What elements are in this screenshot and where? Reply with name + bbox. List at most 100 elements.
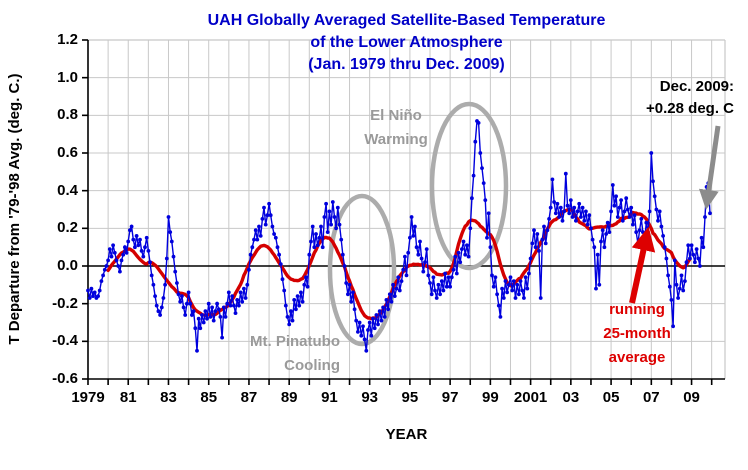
data-point-marker <box>634 230 639 235</box>
data-point-marker <box>582 218 587 223</box>
data-point-marker <box>258 234 263 238</box>
data-point-marker <box>627 215 632 219</box>
data-point-marker <box>470 196 474 201</box>
data-point-marker <box>156 309 161 314</box>
data-point-marker <box>260 217 265 221</box>
data-point-marker <box>567 211 572 216</box>
data-point-marker <box>550 177 555 182</box>
data-point-marker <box>592 245 597 250</box>
chart-title-line-1: UAH Globally Averaged Satellite-Based Te… <box>207 12 606 29</box>
data-point-marker <box>543 241 548 246</box>
data-point-marker <box>282 288 287 293</box>
data-point-marker <box>173 269 178 274</box>
data-point-marker <box>439 279 444 283</box>
data-point-marker <box>436 282 441 287</box>
data-point-marker <box>356 330 360 334</box>
data-point-marker <box>285 315 290 319</box>
data-point-marker <box>607 230 612 235</box>
data-point-marker <box>676 296 680 300</box>
data-point-marker <box>708 211 712 216</box>
data-point-marker <box>109 254 114 259</box>
data-point-marker <box>118 269 122 274</box>
data-point-marker <box>491 284 496 289</box>
data-point-marker <box>617 205 622 210</box>
data-point-marker <box>639 217 644 221</box>
data-point-marker <box>513 296 518 300</box>
data-point-marker <box>133 245 137 250</box>
data-point-marker <box>562 209 566 214</box>
data-point-marker <box>558 205 563 210</box>
data-point-marker <box>625 207 630 212</box>
data-point-marker <box>121 252 126 257</box>
el-nino-annotation-line-2: Warming <box>364 131 428 148</box>
data-point-marker <box>225 301 230 306</box>
data-point-marker <box>232 303 236 308</box>
data-point-marker <box>481 181 486 186</box>
data-point-marker <box>677 286 682 291</box>
data-point-marker <box>159 305 164 310</box>
data-point-marker <box>424 247 429 252</box>
data-point-marker <box>683 279 687 283</box>
data-point-marker <box>547 217 551 221</box>
data-point-marker <box>149 273 154 278</box>
data-point-marker <box>332 215 337 219</box>
data-point-marker <box>240 299 245 304</box>
data-point-marker <box>465 243 469 248</box>
data-point-marker <box>461 239 466 244</box>
data-point-marker <box>667 284 672 289</box>
data-point-marker <box>126 239 131 244</box>
data-point-marker <box>218 315 223 319</box>
data-point-marker <box>357 320 362 325</box>
data-point-marker <box>384 298 389 302</box>
data-point-marker <box>449 275 454 280</box>
data-point-marker <box>624 196 629 201</box>
data-point-marker <box>473 139 478 144</box>
data-point-marker <box>468 226 473 231</box>
data-point-marker <box>203 309 208 314</box>
data-point-marker <box>148 260 152 265</box>
data-point-marker <box>614 194 618 199</box>
data-point-marker <box>213 309 218 314</box>
data-point-marker <box>570 215 575 219</box>
data-point-marker <box>389 299 394 304</box>
data-point-marker <box>309 239 313 244</box>
data-point-marker <box>656 218 660 223</box>
data-point-marker <box>104 264 109 268</box>
y-tick-label: 1.2 <box>57 31 78 48</box>
data-point-marker <box>294 307 298 312</box>
data-point-marker <box>703 215 707 219</box>
data-point-marker <box>587 213 592 218</box>
data-point-marker <box>560 218 565 223</box>
data-point-marker <box>210 305 215 310</box>
data-point-marker <box>181 305 186 310</box>
data-point-marker <box>302 282 307 287</box>
data-point-marker <box>535 232 540 236</box>
x-tick-label: 2001 <box>513 389 548 406</box>
data-point-marker <box>268 213 273 218</box>
data-point-marker <box>206 301 211 306</box>
data-point-marker <box>374 313 379 317</box>
data-point-marker <box>362 337 367 342</box>
data-point-marker <box>589 226 593 231</box>
data-point-marker <box>590 237 595 242</box>
data-point-marker <box>641 230 645 235</box>
data-point-marker <box>310 224 315 229</box>
y-tick-label: 0.0 <box>57 257 78 274</box>
data-point-marker <box>190 313 194 317</box>
data-point-marker <box>151 282 156 287</box>
data-point-marker <box>662 245 667 250</box>
data-point-marker <box>290 318 295 323</box>
data-point-marker <box>392 294 397 298</box>
data-point-marker <box>428 281 432 285</box>
data-point-marker <box>92 290 97 295</box>
data-point-marker <box>201 320 206 325</box>
data-point-marker <box>584 209 588 214</box>
data-point-marker <box>409 215 414 219</box>
data-point-marker <box>346 292 350 297</box>
pinatubo-annotation-line-2: Cooling <box>284 357 340 374</box>
data-point-marker <box>505 290 509 295</box>
pinatubo-annotation: Mt. Pinatubo Cooling <box>215 330 340 378</box>
y-tick-label: 0.6 <box>57 144 78 161</box>
data-point-marker <box>127 228 132 233</box>
x-tick-label: 1979 <box>71 389 105 406</box>
